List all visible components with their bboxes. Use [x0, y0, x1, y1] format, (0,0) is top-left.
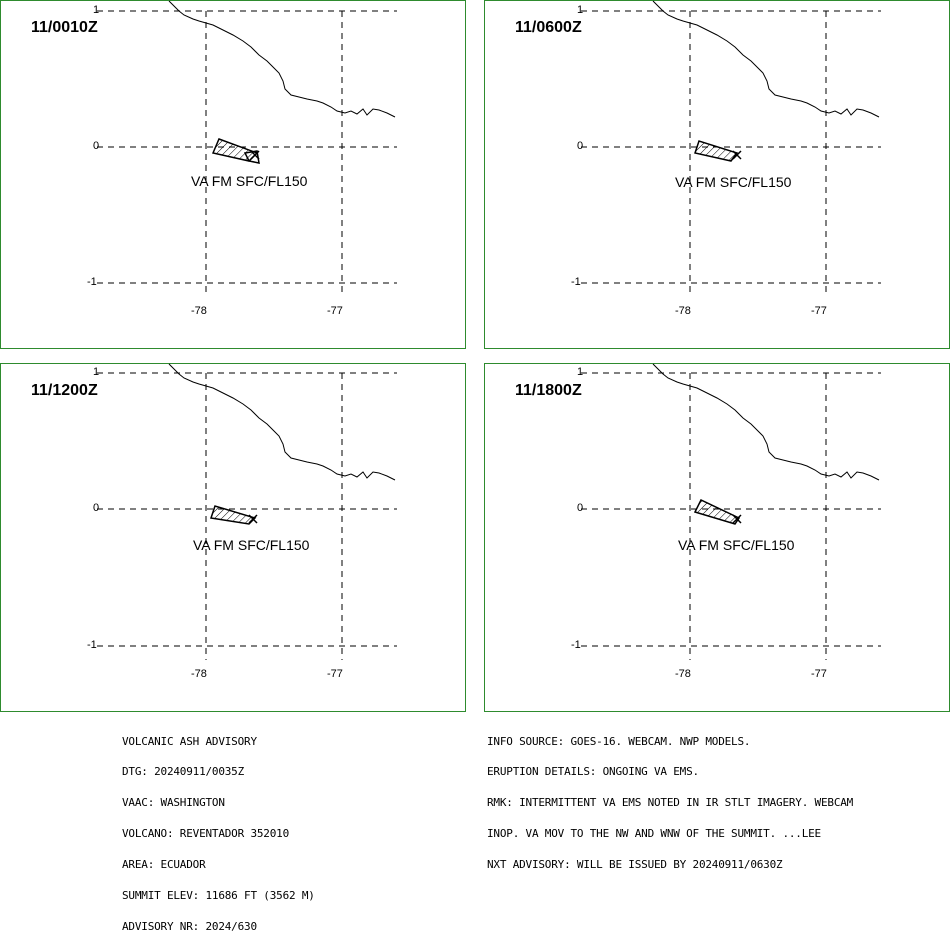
va-label: VA FM SFC/FL150 [193, 537, 310, 553]
volcano-marker [732, 150, 742, 160]
border-line [652, 363, 880, 481]
lon-label-77: -77 [811, 305, 827, 317]
lon-label-78: -78 [191, 305, 207, 317]
lat-label-0: 0 [577, 502, 584, 514]
lat-label-1: 1 [93, 366, 100, 378]
va-label: VA FM SFC/FL150 [678, 537, 795, 553]
advisory-line: ERUPTION DETAILS: ONGOING VA EMS. [487, 765, 699, 779]
advisory-line: VAAC: WASHINGTON [122, 796, 225, 810]
panel-time: 11/1200Z [31, 382, 98, 399]
border-line [168, 363, 396, 481]
advisory-line: INFO SOURCE: GOES-16. WEBCAM. NWP MODELS… [487, 734, 751, 748]
map-panel-2: 11/0600Z 1 0 -1 -78 -77 VA FM SFC/FL150 [484, 0, 950, 349]
map-panel-3: 11/1200Z 1 0 -1 -78 -77 VA FM SFC/FL150 [0, 363, 466, 712]
advisory-line: DTG: 20240911/0035Z [122, 765, 245, 779]
lon-label-78: -78 [191, 668, 207, 680]
lat-label-1: 1 [577, 4, 584, 16]
lon-label-77: -77 [811, 668, 827, 680]
ash-polygon [694, 140, 739, 162]
advisory-line: ADVISORY NR: 2024/630 [122, 919, 257, 933]
lon-label-78: -78 [675, 668, 691, 680]
lat-label-0: 0 [93, 140, 100, 152]
panel-time: 11/0600Z [515, 19, 582, 36]
lon-label-77: -77 [327, 668, 343, 680]
advisory-line: SUMMIT ELEV: 11686 FT (3562 M) [122, 889, 315, 903]
advisory-line: RMK: INTERMITTENT VA EMS NOTED IN IR STL… [487, 796, 854, 810]
map-canvas [581, 363, 881, 660]
ash-polygon [693, 499, 741, 525]
advisory-line: NXT ADVISORY: WILL BE ISSUED BY 20240911… [487, 858, 783, 872]
advisory-line: AREA: ECUADOR [122, 858, 206, 872]
lat-label-minus1: -1 [571, 639, 581, 651]
map-canvas [97, 363, 397, 660]
ash-polygon [211, 138, 260, 164]
border-line [652, 0, 880, 118]
border-line [168, 0, 396, 118]
map-canvas [97, 0, 397, 297]
va-label: VA FM SFC/FL150 [675, 174, 792, 190]
lat-label-minus1: -1 [571, 276, 581, 288]
lat-label-minus1: -1 [87, 639, 97, 651]
map-canvas [581, 0, 881, 297]
volcano-marker [732, 514, 742, 524]
lat-label-0: 0 [577, 140, 584, 152]
lon-label-78: -78 [675, 305, 691, 317]
lat-label-1: 1 [93, 4, 100, 16]
va-label: VA FM SFC/FL150 [191, 173, 308, 189]
volcano-marker [250, 150, 260, 160]
lat-label-0: 0 [93, 502, 100, 514]
lat-label-1: 1 [577, 366, 584, 378]
panel-time: 11/0010Z [31, 19, 98, 36]
advisory-text-left: VOLCANIC ASH ADVISORY DTG: 20240911/0035… [122, 716, 315, 943]
map-panel-4: 11/1800Z 1 0 -1 -78 -77 VA FM SFC/FL150 [484, 363, 950, 712]
volcano-marker [248, 514, 258, 524]
advisory-line: VOLCANO: REVENTADOR 352010 [122, 827, 289, 841]
lat-label-minus1: -1 [87, 276, 97, 288]
advisory-line: VOLCANIC ASH ADVISORY [122, 734, 257, 748]
map-panel-1: 11/0010Z 1 0 -1 -78 -77 VA FM SFC/FL150 [0, 0, 466, 349]
lon-label-77: -77 [327, 305, 343, 317]
advisory-text-right: INFO SOURCE: GOES-16. WEBCAM. NWP MODELS… [487, 716, 853, 881]
advisory-line: INOP. VA MOV TO THE NW AND WNW OF THE SU… [487, 827, 821, 841]
panel-time: 11/1800Z [515, 382, 582, 399]
